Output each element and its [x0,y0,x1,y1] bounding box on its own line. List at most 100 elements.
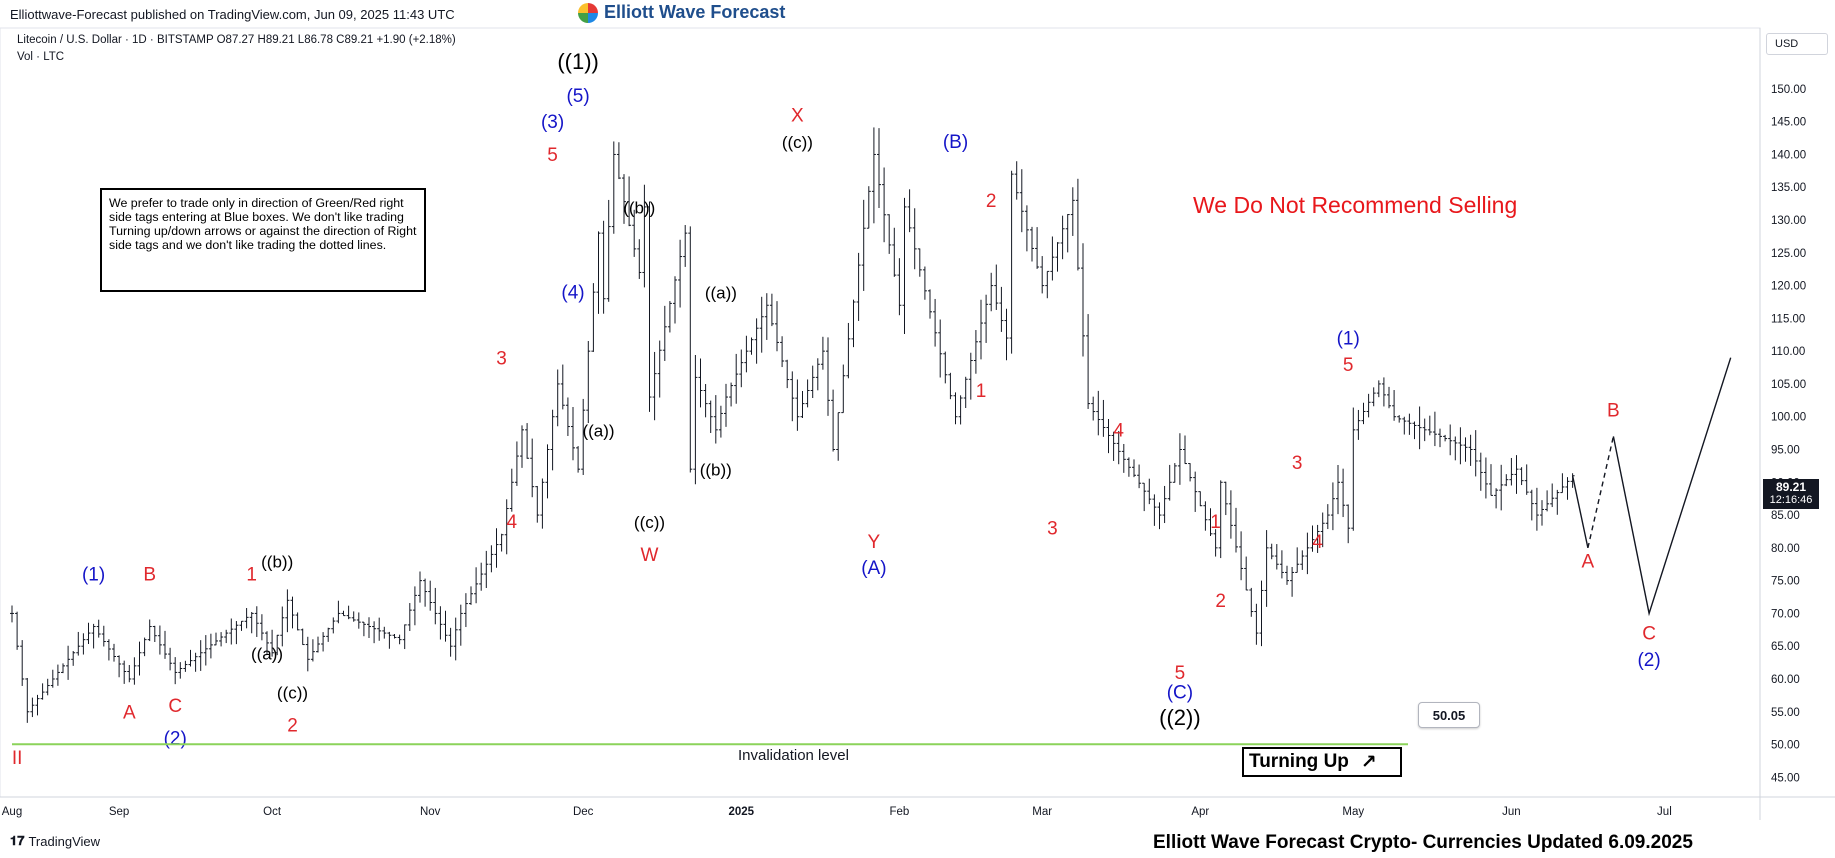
projection-wave-b [1587,436,1615,549]
wave-label: ((a)) [705,284,737,303]
wave-label: Y [868,532,881,553]
ewf-logo-icon [578,2,598,23]
x-tick-label: Apr [1191,806,1209,818]
wave-label: A [1582,552,1595,573]
wave-label: W [641,545,659,566]
wave-label: B [1607,401,1620,422]
wave-label: 3 [1292,453,1303,474]
wave-label: 5 [1175,663,1186,684]
symbol-info[interactable]: Litecoin / U.S. Dollar · 1D · BITSTAMP O… [17,34,456,46]
currency-selector[interactable]: USD [1766,33,1828,55]
wave-label: (A) [861,558,886,579]
wave-label: (2) [164,729,187,750]
publish-info: Elliottwave-Forecast published on Tradin… [10,7,455,22]
x-tick-label: May [1342,806,1364,818]
wave-label: (B) [943,132,968,153]
wave-label: (1) [1337,329,1360,350]
ewf-logo: Elliott Wave Forecast [578,2,785,23]
footer-title: Elliott Wave Forecast Crypto- Currencies… [1153,832,1693,853]
y-tick-label: 95.00 [1771,445,1800,457]
x-tick-label: Jul [1657,806,1672,818]
wave-label: (1) [82,565,105,586]
y-tick-label: 125.00 [1771,248,1806,260]
wave-label: (C) [1167,683,1193,704]
y-tick-label: 65.00 [1771,641,1800,653]
wave-label: 2 [986,191,997,212]
x-tick-label: Nov [420,806,441,818]
wave-label: X [791,106,804,127]
wave-label: ((c)) [782,133,813,152]
invalidation-label: Invalidation level [738,747,849,764]
y-tick-label: 55.00 [1771,707,1800,719]
y-tick-label: 70.00 [1771,608,1800,620]
wave-label: B [143,565,156,586]
wave-label: ((a)) [251,644,283,663]
wave-label: 5 [1343,355,1354,376]
y-tick-label: 85.00 [1771,510,1800,522]
last-price: 89.21 [1775,480,1807,494]
wave-label: C [1642,624,1656,645]
bar-countdown: 12:16:46 [1769,494,1813,506]
x-tick-label: Sep [109,806,129,818]
ohlc-bars [10,127,1575,723]
wave-label: 4 [507,512,518,533]
chart-area [0,27,1761,798]
y-tick-label: 110.00 [1771,346,1805,358]
last-price-tag: 89.21 12:16:46 [1763,479,1819,509]
turning-up-box: Turning Up ↗ [1242,747,1402,777]
wave-label: (4) [561,283,584,304]
wave-label: 2 [1215,591,1226,612]
time-axis: Aug Sep Oct Nov Dec 2025 Feb Mar Apr May Jun Jul [0,796,1835,818]
wave-label: 1 [246,565,257,586]
volume-info[interactable]: Vol · LTC [17,51,65,63]
projection-path [1571,357,1732,617]
y-tick-label: 130.00 [1771,215,1806,227]
no-sell-text: We Do Not Recommend Selling [1193,192,1518,218]
price-axis: 45.00 50.00 55.00 60.00 65.00 70.00 75.00 80.00… [1759,28,1806,820]
y-tick-label: 100.00 [1771,412,1806,424]
wave-label: 3 [496,348,507,369]
turning-up-label: Turning Up [1249,751,1349,772]
x-tick-label: Feb [889,806,909,818]
chart-frame [0,27,1761,798]
wave-label: 1 [1210,512,1221,533]
x-tick-label: Mar [1032,806,1052,818]
wave-label: ((b)) [700,461,732,480]
y-tick-label: 120.00 [1771,281,1806,293]
wave-label: 4 [1312,532,1323,553]
y-tick-label: 105.00 [1771,379,1806,391]
projection-wave-c [1612,357,1732,617]
y-tick-label: 150.00 [1771,84,1806,96]
y-tick-label: 60.00 [1771,674,1800,686]
wave-label: ((a)) [582,421,614,440]
wave-label: ((1)) [557,49,599,74]
wave-label: (3) [541,112,564,133]
wave-label: A [123,702,136,723]
ewf-logo-text: Elliott Wave Forecast [604,2,786,22]
tv-icon: 𝟏𝟕 [10,833,25,848]
tv-logo-text: TradingView [28,833,101,849]
y-tick-label: 50.00 [1771,740,1800,752]
wave-label: 5 [547,145,558,166]
wave-label: 1 [976,381,987,402]
wave-label: ((b)) [623,198,655,217]
x-tick-label: Dec [573,806,594,818]
y-tick-label: 135.00 [1771,182,1806,194]
wave-labels: (1) A B C (2) 1 ((b)) ((a)) ((c)) 2 3 4 ((1)) (5)(3) 5… [12,49,1661,769]
wave-label: ((2)) [1159,705,1201,730]
projection-wave-a [1571,475,1589,548]
wave-label: 4 [1113,420,1124,441]
x-tick-label: Aug [2,806,22,818]
wave-label: II [12,748,23,769]
invalidation-value: 50.05 [1418,702,1480,728]
y-tick-label: 140.00 [1771,149,1806,161]
y-tick-label: 75.00 [1771,576,1800,588]
tradingview-logo[interactable]: 𝟏𝟕 TradingView [10,833,100,849]
wave-label: ((c)) [634,513,665,532]
x-tick-label: Jun [1502,806,1521,818]
wave-label: (5) [566,86,589,107]
y-tick-label: 45.00 [1771,772,1800,784]
trading-note: We prefer to trade only in direction of … [100,188,426,292]
y-tick-label: 80.00 [1771,543,1800,555]
